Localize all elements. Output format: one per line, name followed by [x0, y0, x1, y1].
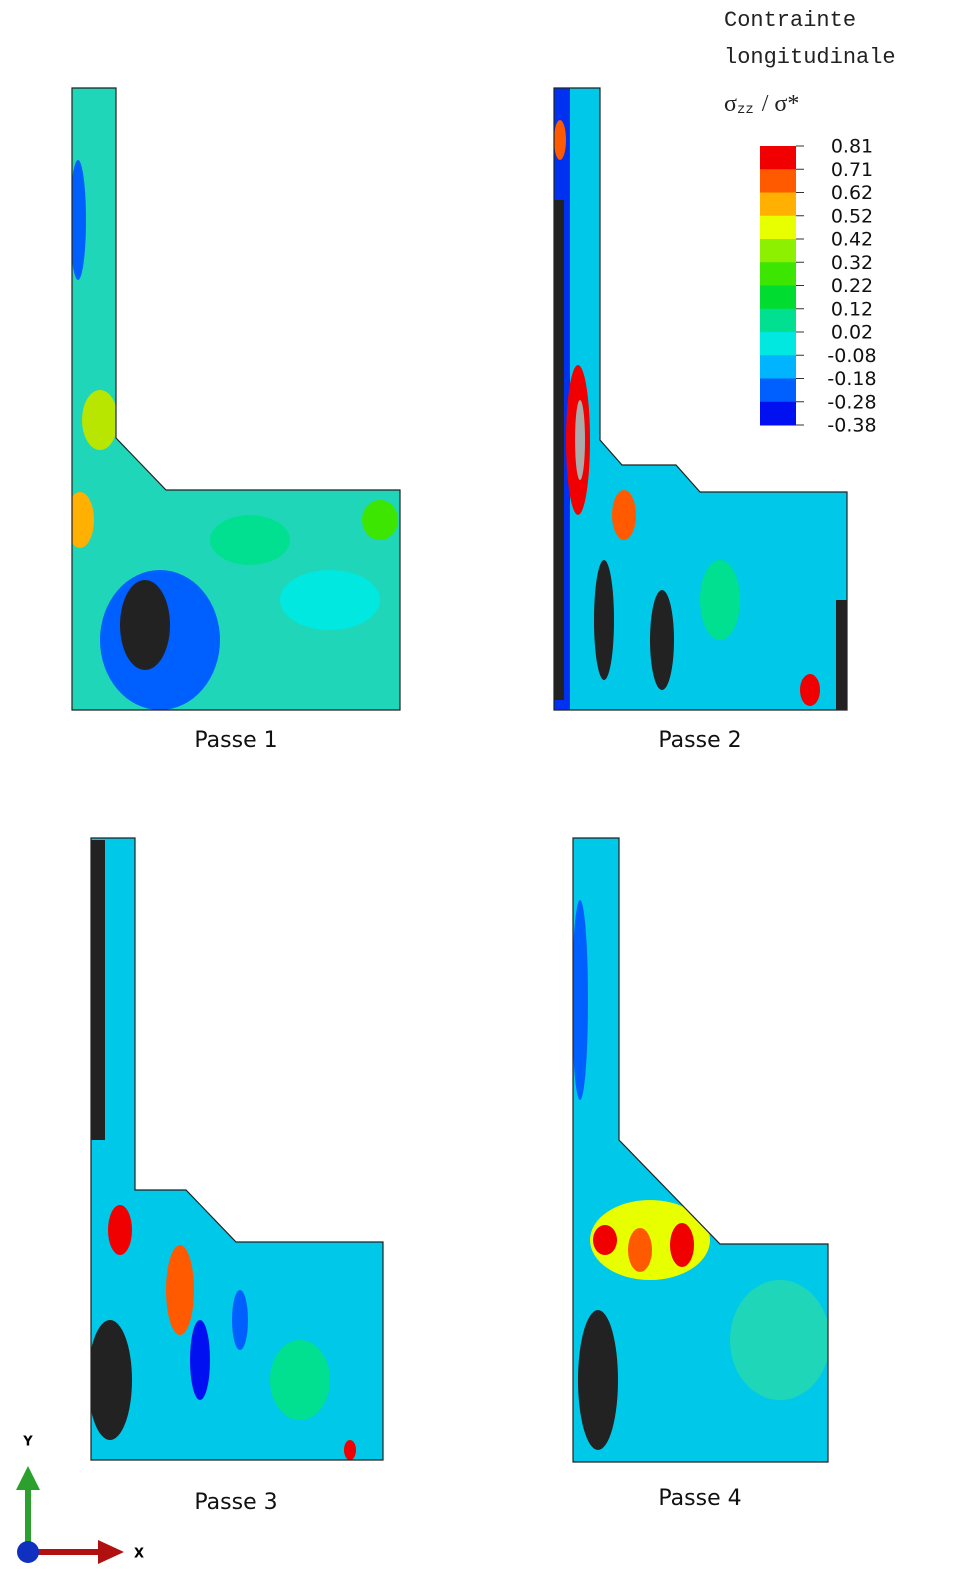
axis-triad: Y X: [16, 1435, 144, 1564]
legend-band: [760, 192, 796, 217]
legend-band: [760, 215, 796, 240]
legend-level: 0.02: [831, 322, 873, 344]
legend-level: 0.81: [831, 136, 873, 158]
outline: [71, 87, 401, 711]
legend-band: [760, 401, 796, 426]
legend-band: [760, 169, 796, 193]
legend-band: [760, 378, 796, 403]
contour-field: [573, 838, 828, 1462]
legend-band: [760, 285, 796, 310]
contour-field: [72, 88, 400, 710]
panel-caption: Passe 2: [658, 728, 741, 753]
legend-band: [760, 308, 796, 333]
z-axis-dot: [17, 1541, 39, 1563]
arrow-head: [16, 1466, 40, 1490]
legend-level: 0.22: [831, 275, 873, 297]
legend-level: -0.28: [827, 391, 876, 413]
symbol: σ: [724, 91, 737, 117]
legend-title: Contrainte: [724, 8, 856, 33]
legend-band: [760, 355, 796, 379]
legend-level: 0.12: [831, 298, 873, 320]
legend-level: 0.42: [831, 229, 873, 251]
contour-field: [554, 88, 847, 710]
subscript: zz: [737, 102, 754, 118]
legend-level: 0.32: [831, 252, 873, 274]
panel-caption: Passe 1: [194, 728, 277, 753]
legend-title: longitudinale: [724, 45, 896, 70]
arrow-head: [98, 1540, 124, 1564]
x-axis-label: X: [134, 1547, 144, 1562]
legend-level: -0.08: [827, 345, 876, 367]
legend-quantity: σzz / σ*: [724, 91, 799, 118]
panel-caption: Passe 4: [658, 1486, 741, 1511]
legend-band: [760, 239, 796, 263]
colorbar: 0.810.710.620.520.420.320.220.120.02-0.0…: [760, 136, 877, 437]
legend-band: [760, 262, 796, 286]
legend-band: [760, 332, 796, 356]
legend-level: -0.18: [827, 368, 876, 390]
contour-field: [91, 838, 383, 1460]
legend-level: 0.71: [831, 159, 873, 181]
outline: [572, 837, 829, 1463]
legend-level: 0.62: [831, 182, 873, 204]
panel-caption: Passe 3: [194, 1490, 277, 1515]
legend-level: 0.52: [831, 205, 873, 227]
legend-level: -0.38: [827, 415, 876, 437]
legend-band: [760, 146, 796, 170]
outline: [553, 87, 848, 711]
outline: [90, 837, 384, 1461]
y-axis-label: Y: [22, 1435, 33, 1450]
ratio: / σ*: [762, 91, 800, 117]
